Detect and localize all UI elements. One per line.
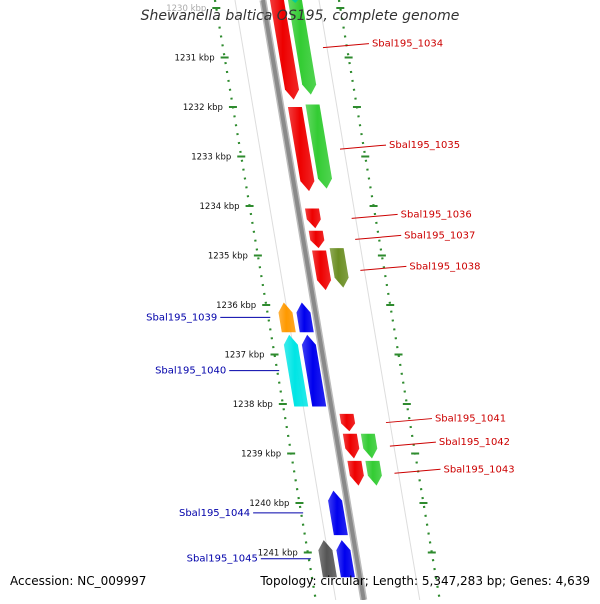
ruler-tick-label: 1236 kbp [216,301,256,311]
map-title: Shewanella baltica OS195, complete genom… [140,8,460,24]
ruler-tick-label: 1239 kbp [241,450,281,460]
cds-arrow-0 [287,0,317,95]
ruler-tick-label: 1231 kbp [175,54,215,64]
ruler-tick-label: 1232 kbp [183,103,223,113]
cds-arrow-6 [365,460,382,486]
gene-label[interactable]: Sbal195_1034 [372,39,443,50]
ruler-tick-label: 1237 kbp [224,351,264,361]
gene-arrow-sbal195_1044 [328,490,348,536]
ruler-tick-label: 1240 kbp [249,499,289,509]
cds-arrow-4 [283,334,309,407]
right-dotted-track [337,0,441,601]
gene-arrow-sbal195_1043 [347,460,364,486]
gene-label-leader [385,418,432,424]
ruler-tick-label: 1233 kbp [191,153,231,163]
gene-label-leader [355,234,402,240]
gene-label-leader [394,468,441,474]
gene-label[interactable]: Sbal195_1037 [404,230,475,241]
cds-arrow-7 [318,540,337,578]
gene-label[interactable]: Sbal195_1039 [146,312,217,323]
gene-label[interactable]: Sbal195_1038 [409,261,480,272]
gene-label[interactable]: Sbal195_1036 [401,209,472,220]
gene-label[interactable]: Sbal195_1042 [439,437,510,448]
right-track-guide [318,0,421,601]
ruler-tick-label: 1241 kbp [258,549,298,559]
gene-label-leader [389,441,436,447]
gene-arrow-sbal195_1041 [339,413,356,432]
gene-arrow-sbal195_1042 [342,433,360,459]
genome-backbone [260,0,366,601]
gene-label-leader [360,265,407,271]
cds-arrow-1 [305,104,332,189]
accession-text: Accession: NC_009997 [10,574,147,588]
gene-arrow-sbal195_1040 [301,334,327,407]
ruler-tick-label: 1235 kbp [208,252,248,262]
cds-arrow-5 [360,433,378,459]
ruler-tick-label: 1230 kbp [166,4,206,14]
gene-label[interactable]: Sbal195_1044 [179,508,250,519]
gene-arrow-sbal195_1038 [312,250,332,291]
gene-label[interactable]: Sbal195_1045 [187,554,258,565]
cds-arrow-8 [291,0,299,4]
gene-label-leader [339,144,387,150]
cds-arrow-3 [278,302,296,333]
ruler-tick-label: 1234 kbp [200,202,240,212]
cds-arrow-2 [329,248,349,288]
genome-summary-text: Topology: circular; Length: 5,347,283 bp… [260,574,590,588]
gene-label-leader [351,213,398,219]
gene-arrow-sbal195_1037 [308,230,325,249]
gene-label[interactable]: Sbal195_1035 [389,140,460,151]
gene-arrow-sbal195_1045 [336,540,355,578]
gene-arrow-sbal195_1039 [296,302,314,333]
gene-label[interactable]: Sbal195_1040 [155,366,226,377]
gene-arrow-sbal195_1035 [287,107,315,192]
ruler-tick-label: 1238 kbp [233,400,273,410]
gene-label[interactable]: Sbal195_1043 [443,464,514,475]
gene-label-leader [322,43,370,49]
gene-arrow-sbal195_1034 [269,0,300,100]
left-track-guide [234,0,337,601]
gene-arrow-sbal195_1036 [304,208,321,229]
gene-label[interactable]: Sbal195_1041 [435,414,506,425]
